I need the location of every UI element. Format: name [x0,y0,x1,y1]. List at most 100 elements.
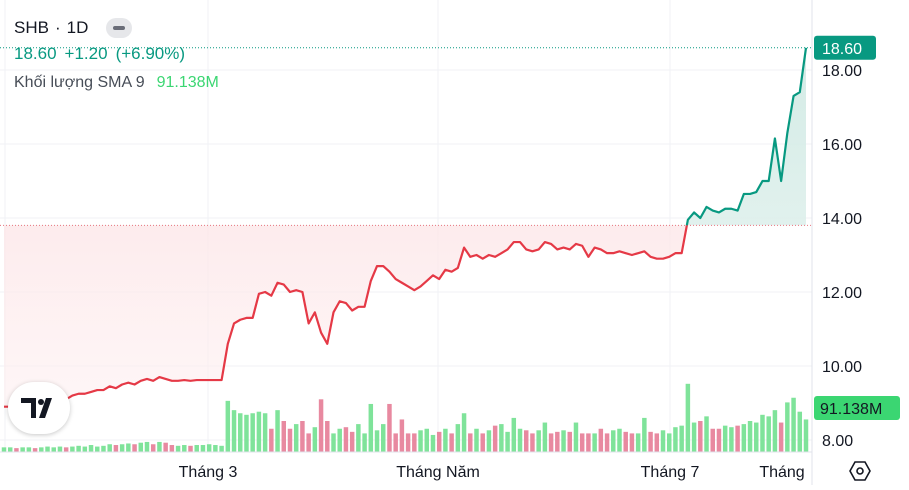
volume-bar [45,446,50,452]
volume-bar [648,431,653,452]
volume-bar [200,445,206,452]
volume-bar [244,414,249,452]
settings-hexagon-icon[interactable] [848,460,872,482]
volume-bar [119,444,125,452]
volume-bar [76,445,81,452]
volume-bar [20,447,25,452]
volume-bar [710,428,715,452]
volume-bar [356,424,361,452]
price-area-down [4,225,806,408]
volume-bar [32,448,38,453]
legend-price-row: 18.60 +1.20 (+6.90%) [14,44,219,64]
volume-bar [555,431,560,452]
y-tick-label: 16.00 [822,137,862,154]
volume-bar [455,424,461,452]
volume-bar [468,433,473,452]
last-price-badge-bg [814,35,876,60]
volume-bar [660,430,666,452]
volume-bar [238,413,243,452]
volume-bar [754,422,759,452]
volume-bar [126,443,131,453]
volume-bar [623,431,628,452]
y-tick-label: 8.00 [822,433,853,450]
volume-bar [685,383,691,452]
volume-bar [586,433,591,452]
volume-bar [443,428,448,452]
volume-bar [412,433,417,452]
volume-bar [405,433,411,452]
volume-bar [635,433,641,452]
volume-bar [387,403,392,452]
volume-bar [14,448,19,453]
volume-bar [188,445,193,452]
volume-bar [269,428,274,452]
volume-bar [362,433,367,452]
volume-sma-badge-bg [814,396,900,420]
volume-bar [561,430,566,452]
volume-bar [331,433,336,452]
volume-bar [138,442,144,452]
volume-bar [579,433,585,452]
volume-bar [505,431,510,452]
volume-bar [275,410,280,452]
axes: 8.00 10.00 12.00 14.00 16.00 18.00 Tháng 3 Thán… [0,0,900,485]
price-area [0,47,812,408]
volume-bar [318,399,324,452]
volume-bar [741,424,747,452]
interval-label[interactable]: 1D [66,18,89,37]
chart-legend: SHB · 1D 18.60 +1.20 (+6.90%) Khối lượng… [14,18,219,92]
x-tick-label: Tháng 3 [179,464,238,481]
volume-bar [486,430,492,452]
volume-bar [250,413,255,452]
volume-bar [175,445,181,452]
volume-bar [399,419,405,452]
volume-bar [629,433,635,452]
collapse-icon[interactable] [106,18,133,38]
volume-bar [101,445,106,452]
volume-bar [654,433,660,452]
volume-bar [206,444,212,452]
volume-indicator-value: 91.138M [156,74,219,91]
x-tick-label: Tháng 7 [641,464,700,481]
volume-bar [219,445,224,452]
volume-bar [673,427,678,452]
last-price-badge: 18.60 [814,35,876,60]
volume-bar [293,424,299,452]
volume-bar [517,428,523,452]
volume-bar [95,446,100,452]
volume-bar [163,442,168,452]
volume-bar [679,425,684,452]
volume-bar [698,421,703,452]
volume-bar [225,400,231,452]
volume-bar [113,445,119,452]
volume-bar [7,447,13,452]
volume-sma-badge-label: 91.138M [820,401,882,418]
last-price: 18.60 [14,44,57,63]
legend-title-row: SHB · 1D [14,18,219,38]
volume-bar [542,422,548,452]
tradingview-logo-icon[interactable] [8,382,70,434]
volume-bar [256,411,262,452]
volume-bar [424,428,429,452]
volume-bar [797,411,803,452]
symbol-label[interactable]: SHB [14,18,49,37]
volume-bar [1,447,7,452]
volume-bar [772,410,778,452]
volume-bar [611,430,616,452]
x-tick-label: Tháng [759,464,804,481]
volume-bar [262,413,268,452]
volume-bar [88,445,94,452]
volume-bar [393,433,398,452]
volume-bar [778,422,784,452]
volume-indicator-label[interactable]: Khối lượng SMA 9 [14,74,145,91]
price-change-percent: (+6.90%) [115,44,186,63]
volume-bar [530,433,535,452]
volume-bar [499,424,504,452]
volume-sma-badge: 91.138M [814,396,900,420]
volume-bar [70,446,75,452]
volume-bar [642,417,647,452]
volume-bar [598,428,604,452]
volume-bar [306,433,311,452]
